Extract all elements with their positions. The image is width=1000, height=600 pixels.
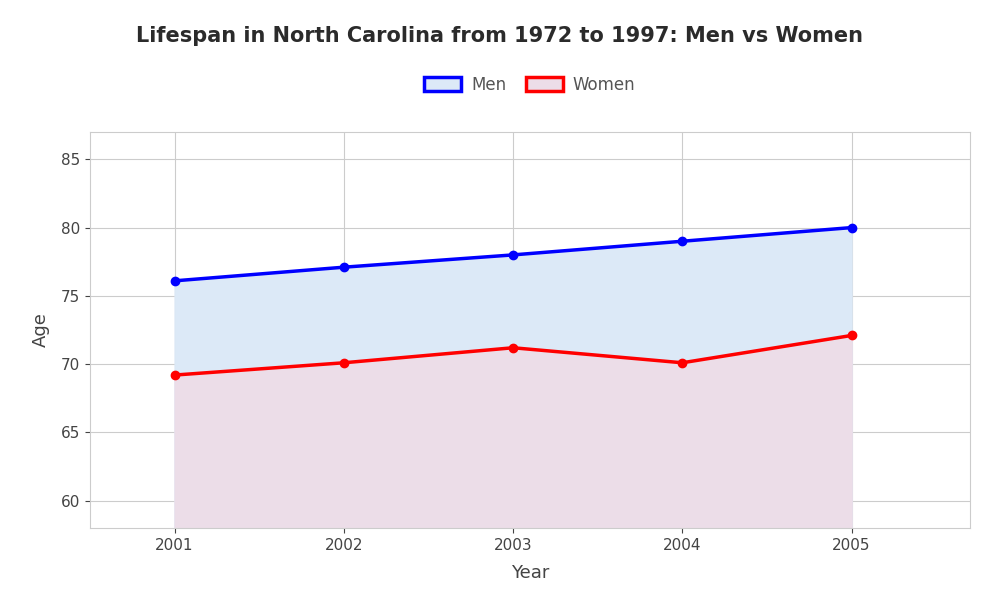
Legend: Men, Women: Men, Women: [418, 69, 642, 100]
X-axis label: Year: Year: [511, 564, 549, 582]
Text: Lifespan in North Carolina from 1972 to 1997: Men vs Women: Lifespan in North Carolina from 1972 to …: [136, 26, 864, 46]
Y-axis label: Age: Age: [32, 313, 50, 347]
